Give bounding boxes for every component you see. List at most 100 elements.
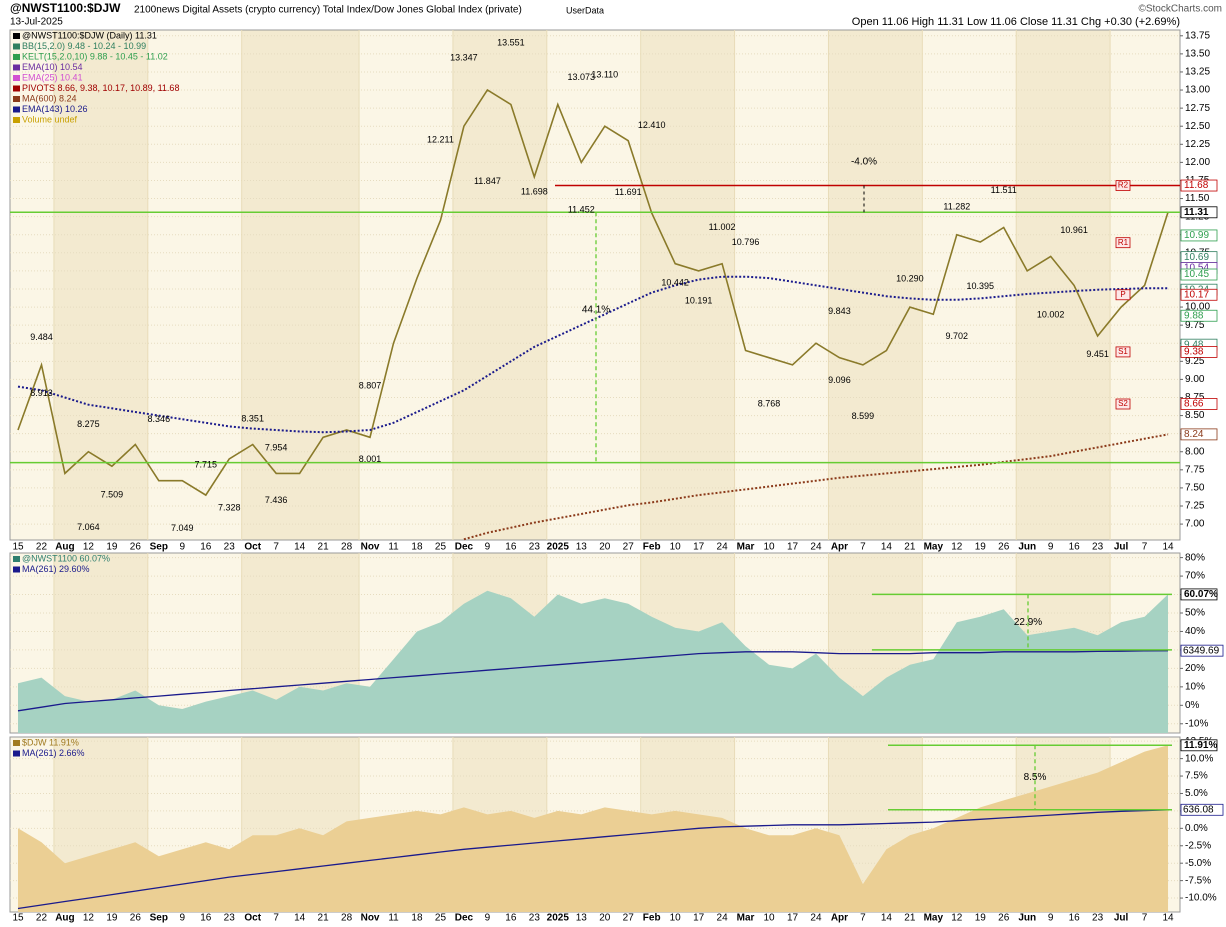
x-tick-label: 16 bbox=[505, 542, 517, 553]
low-label: 7.049 bbox=[171, 523, 194, 533]
x-tick-label: 19 bbox=[975, 542, 987, 553]
price-tag bbox=[1180, 206, 1218, 219]
price-tag-label: 11.68 bbox=[1184, 180, 1209, 191]
y-tick-label: 10.00 bbox=[1185, 302, 1210, 313]
legend-entry: @NWST1100:$DJW (Daily) 11.31 bbox=[22, 30, 157, 40]
x-tick-label: Jun bbox=[1018, 542, 1036, 553]
price-tag bbox=[1180, 179, 1218, 192]
x-tick-label: 21 bbox=[904, 542, 916, 553]
price-tag bbox=[1180, 309, 1218, 322]
pivot-label: R2 bbox=[1118, 181, 1129, 190]
x-tick-label: 26 bbox=[998, 913, 1010, 924]
x-tick-label: 16 bbox=[1069, 542, 1081, 553]
x-tick-label: Mar bbox=[737, 913, 755, 924]
month-band bbox=[640, 30, 735, 540]
high-label: 8.807 bbox=[359, 381, 382, 391]
low-label: 9.451 bbox=[1086, 349, 1109, 359]
y-tick-label: 80% bbox=[1185, 552, 1205, 563]
x-tick-label: Jun bbox=[1018, 913, 1036, 924]
y-tick-label: -2.5% bbox=[1185, 840, 1211, 851]
source-tag: UserData bbox=[566, 5, 604, 15]
y-tick-label: 8.50 bbox=[1185, 410, 1205, 421]
legend-entry: EMA(25) 10.41 bbox=[22, 72, 83, 82]
high-label: 9.484 bbox=[30, 332, 53, 342]
price-line bbox=[463, 433, 1169, 541]
x-tick-label: Jul bbox=[1114, 542, 1129, 553]
x-tick-label: 17 bbox=[787, 542, 799, 553]
panel-background bbox=[9, 29, 1181, 541]
x-tick-label: Dec bbox=[455, 542, 474, 553]
low-label: 7.064 bbox=[77, 522, 100, 532]
x-tick-label: 16 bbox=[200, 913, 212, 924]
price-line bbox=[17, 88, 1169, 497]
y-tick-label: 12.00 bbox=[1185, 157, 1210, 168]
high-label: 7.954 bbox=[265, 442, 288, 452]
low-label: 8.599 bbox=[852, 411, 875, 421]
x-tick-label: 7 bbox=[273, 913, 279, 924]
x-tick-label: 7 bbox=[1142, 913, 1148, 924]
x-tick-label: 22 bbox=[36, 542, 48, 553]
price-tag-label: 11.31 bbox=[1184, 207, 1209, 218]
y-tick-label: 13.50 bbox=[1185, 49, 1210, 60]
pivot-tag bbox=[1115, 398, 1131, 410]
legend-entry: PIVOTS 8.66, 9.38, 10.17, 10.89, 11.68 bbox=[22, 83, 179, 93]
low-label: 9.096 bbox=[828, 375, 851, 385]
x-tick-label: 26 bbox=[130, 542, 142, 553]
x-tick-label: 17 bbox=[693, 913, 705, 924]
low-label: 11.691 bbox=[615, 187, 642, 197]
low-label: 10.191 bbox=[685, 296, 713, 306]
x-tick-label: 13 bbox=[576, 542, 588, 553]
x-tick-label: Aug bbox=[55, 542, 74, 553]
x-tick-label: 9 bbox=[485, 913, 491, 924]
y-tick-label: 50% bbox=[1185, 608, 1205, 619]
annotation: 8.5% bbox=[1024, 772, 1047, 783]
legend-swatch bbox=[13, 33, 20, 39]
x-tick-label: 21 bbox=[904, 913, 916, 924]
high-label: 12.211 bbox=[427, 134, 454, 144]
high-label: 8.275 bbox=[77, 419, 100, 429]
credit: ©StockCharts.com bbox=[1138, 4, 1222, 15]
high-label: 10.961 bbox=[1060, 225, 1088, 235]
x-tick-label: 15 bbox=[12, 913, 24, 924]
x-tick-label: 9 bbox=[180, 913, 186, 924]
x-tick-label: 23 bbox=[529, 913, 541, 924]
legend-swatch bbox=[13, 54, 20, 60]
low-label: 8.001 bbox=[359, 454, 382, 464]
price-tag bbox=[1180, 588, 1218, 601]
x-tick-label: 22 bbox=[36, 913, 48, 924]
x-tick-label: 15 bbox=[12, 542, 24, 553]
low-label: 7.509 bbox=[101, 490, 124, 500]
x-tick-label: Apr bbox=[831, 913, 848, 924]
legend-entry: @NWST1100 60.07% bbox=[22, 553, 110, 563]
x-tick-label: 11 bbox=[388, 913, 399, 924]
x-tick-label: 14 bbox=[1162, 913, 1174, 924]
x-tick-label: 26 bbox=[998, 542, 1010, 553]
x-tick-label: 21 bbox=[318, 542, 330, 553]
y-tick-label: 10.0% bbox=[1185, 753, 1213, 764]
annotation: -4.0% bbox=[851, 157, 877, 168]
x-tick-label: 10 bbox=[670, 913, 682, 924]
x-tick-label: 18 bbox=[411, 542, 423, 553]
month-band bbox=[828, 30, 923, 540]
quote-line: Open 11.06 High 11.31 Low 11.06 Close 11… bbox=[852, 16, 1180, 28]
area bbox=[18, 745, 1169, 912]
y-tick-label: 9.25 bbox=[1185, 356, 1205, 367]
pivot-label: P bbox=[1120, 290, 1125, 299]
pivot-tag bbox=[1115, 346, 1131, 358]
high-label: 13.551 bbox=[497, 38, 525, 48]
y-tick-label: 7.25 bbox=[1185, 501, 1205, 512]
x-tick-label: 19 bbox=[106, 542, 118, 553]
x-tick-label: 27 bbox=[623, 913, 635, 924]
x-tick-label: 25 bbox=[435, 542, 447, 553]
x-tick-label: 24 bbox=[810, 913, 822, 924]
x-tick-label: Jul bbox=[1114, 913, 1129, 924]
x-tick-label: Mar bbox=[737, 542, 755, 553]
x-tick-label: 9 bbox=[1048, 913, 1054, 924]
y-tick-label: 13.75 bbox=[1185, 30, 1210, 41]
legend-entry: EMA(143) 10.26 bbox=[22, 104, 88, 114]
y-tick-label: 9.75 bbox=[1185, 320, 1205, 331]
x-tick-label: 7 bbox=[1142, 542, 1148, 553]
price-tag bbox=[1180, 428, 1218, 441]
low-label: 10.395 bbox=[967, 281, 995, 291]
x-tick-label: 12 bbox=[951, 913, 963, 924]
